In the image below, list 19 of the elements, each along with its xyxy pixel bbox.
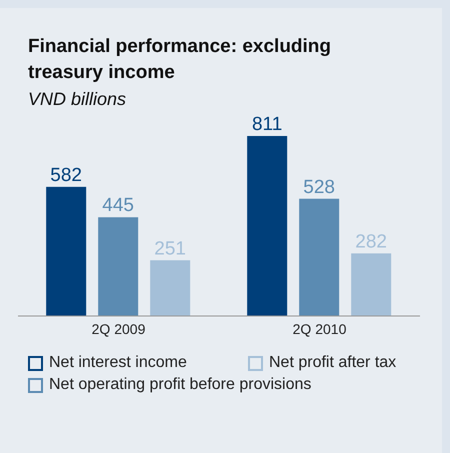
bar xyxy=(150,260,190,316)
data-label: 445 xyxy=(102,195,134,216)
data-label: 251 xyxy=(154,238,186,260)
chart-subtitle: VND billions xyxy=(28,88,128,111)
data-label: 811 xyxy=(252,114,282,135)
data-label: 582 xyxy=(50,164,82,186)
chart-title: Financial performance: excluding treasury income xyxy=(28,35,332,85)
bar xyxy=(351,253,392,316)
x-tick-label: 2Q 2010 xyxy=(292,320,347,337)
legend-label: Net profit after tax xyxy=(269,354,396,372)
data-label: 528 xyxy=(303,176,335,198)
bar xyxy=(247,136,288,316)
legend-label: Net operating profit before provisions xyxy=(49,376,312,394)
legend-label: Net interest income xyxy=(49,354,187,372)
bar xyxy=(98,217,138,316)
x-tick-label: 2Q 2009 xyxy=(92,320,146,337)
bar xyxy=(299,198,340,316)
bar xyxy=(46,186,86,316)
data-label: 282 xyxy=(355,231,387,252)
